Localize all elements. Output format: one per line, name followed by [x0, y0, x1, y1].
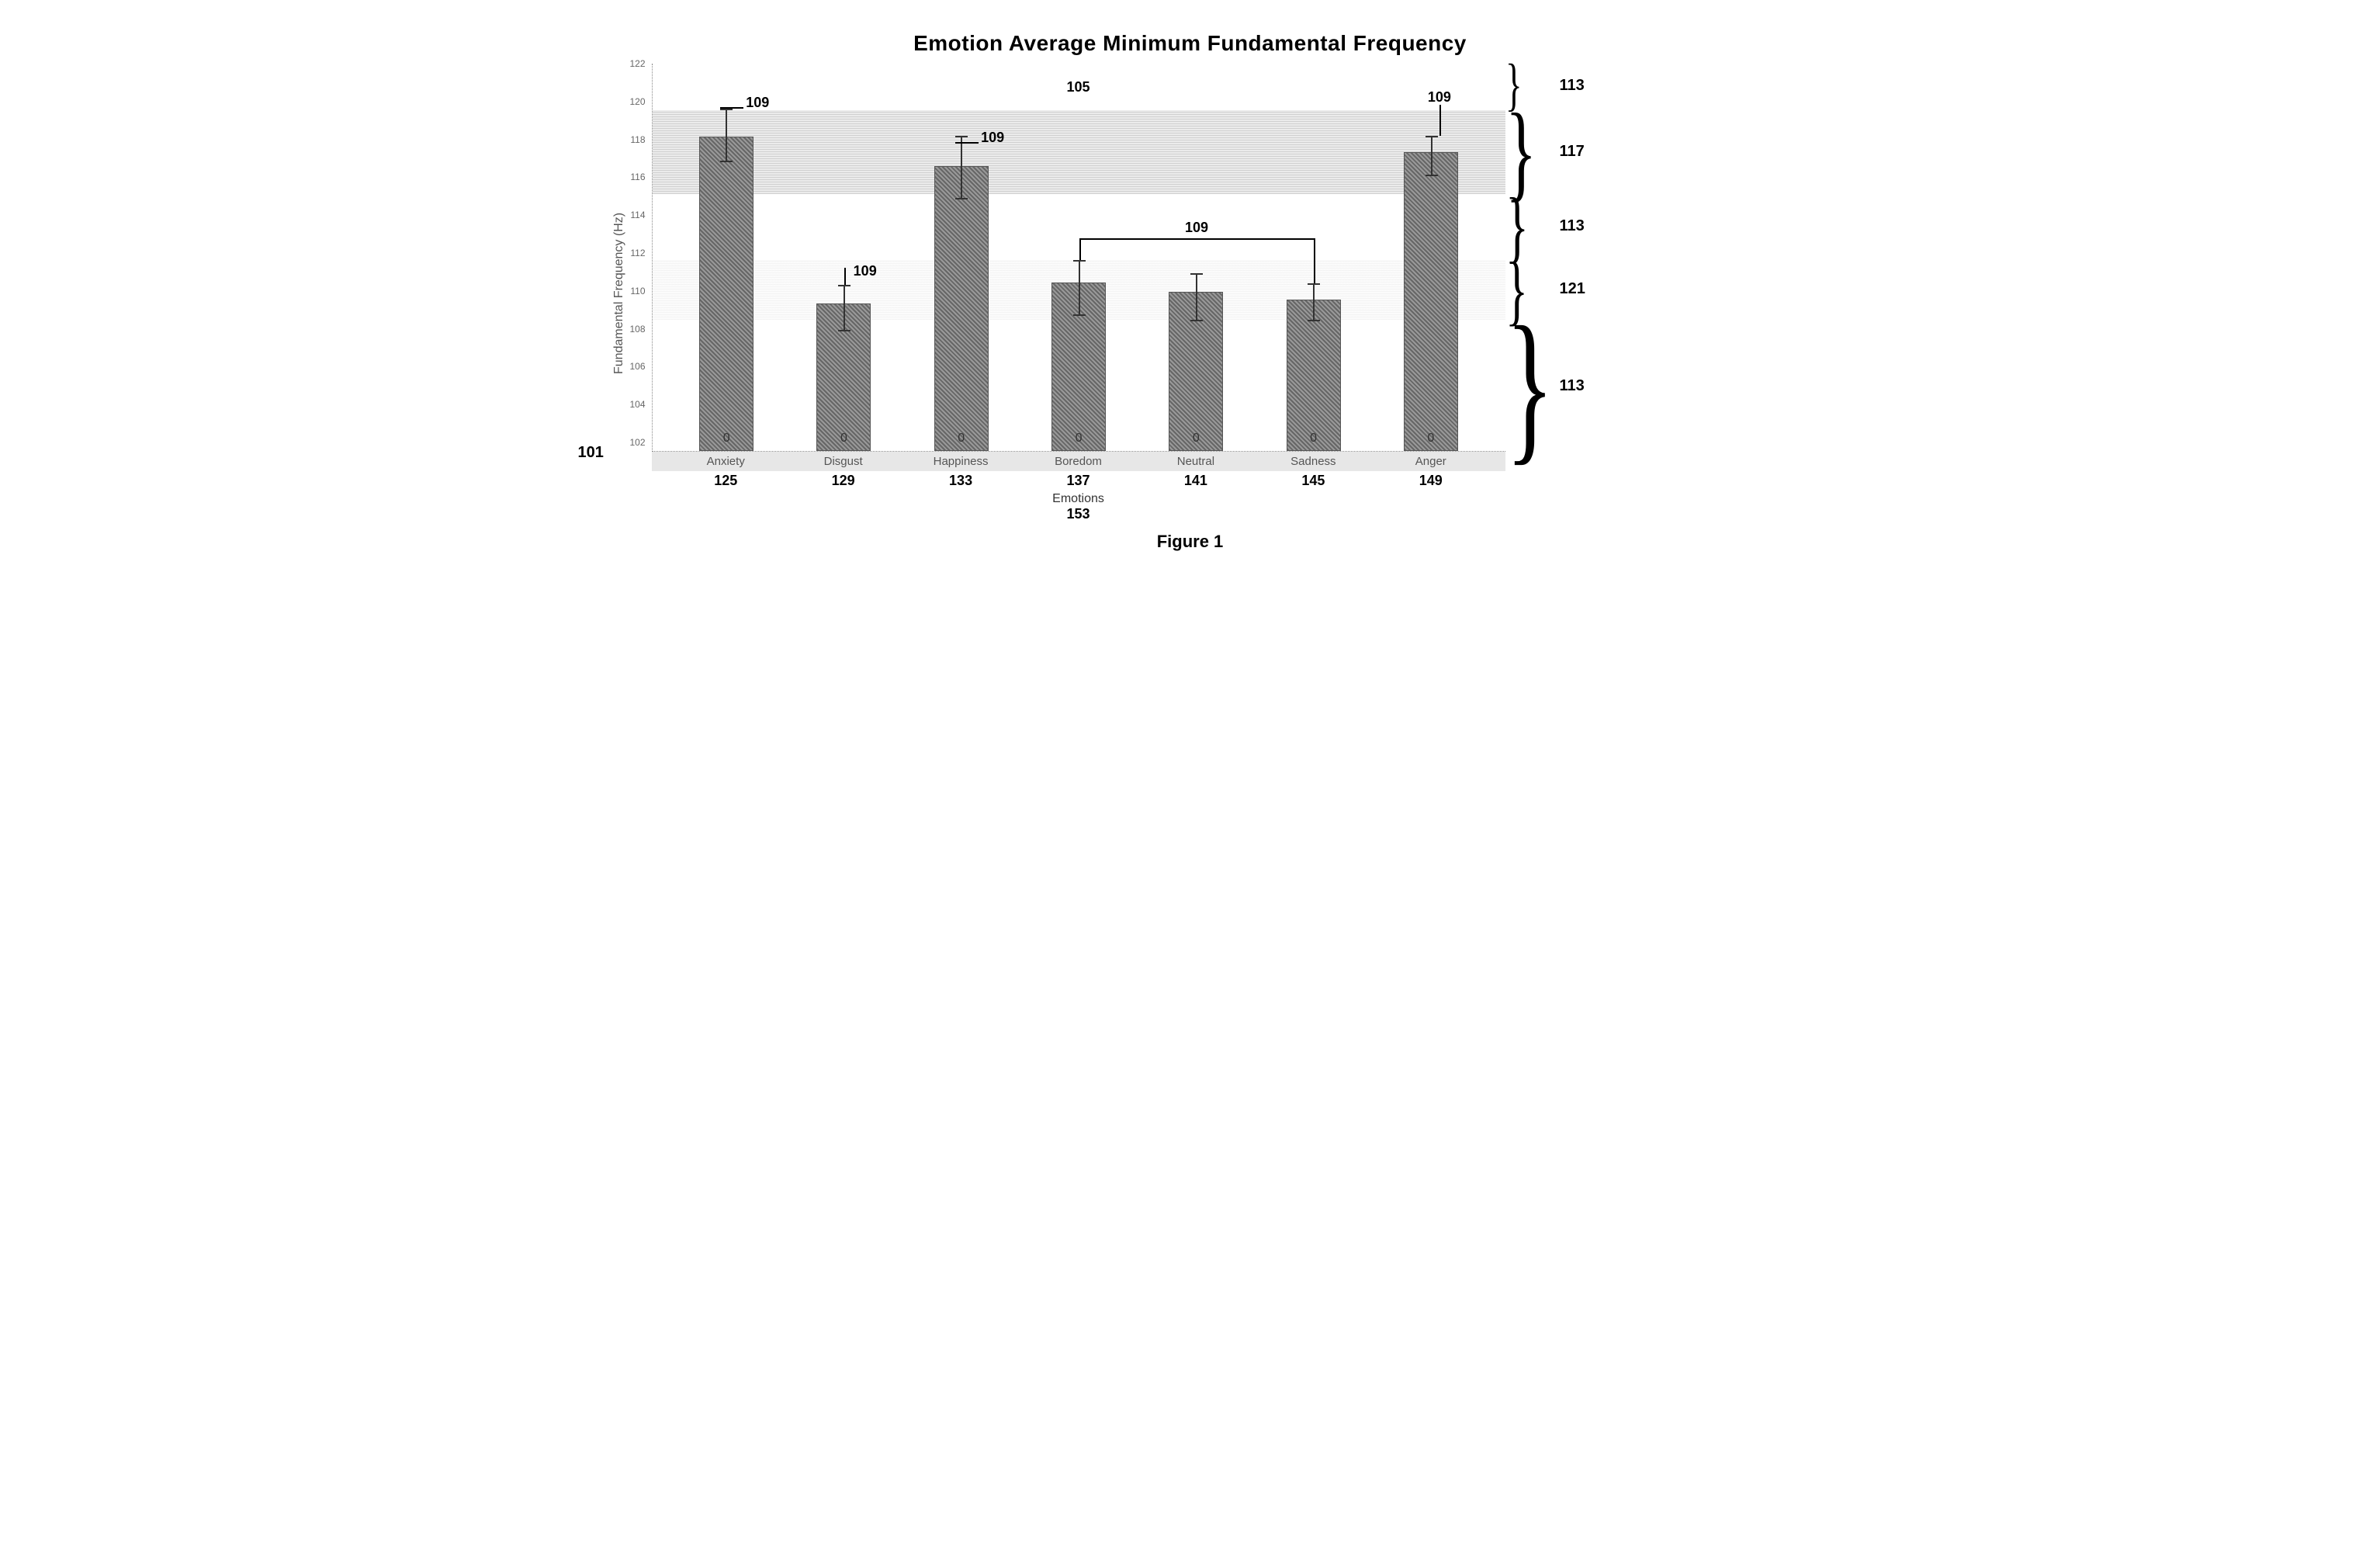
x-label: Disgust	[812, 455, 875, 468]
bar-base-label: 0	[958, 432, 965, 446]
y-tick: 120	[630, 97, 646, 106]
error-bar	[844, 285, 845, 330]
error-cap	[838, 285, 850, 286]
error-cap	[1073, 314, 1086, 316]
category-ref-num: 137	[1048, 473, 1110, 489]
error-cap	[1308, 320, 1320, 321]
error-cap	[1190, 273, 1203, 275]
figure-container: Emotion Average Minimum Fundamental Freq…	[608, 31, 1772, 552]
x-label: Neutral	[1165, 455, 1227, 468]
error-bar	[1313, 283, 1315, 321]
category-ref-num: 133	[930, 473, 992, 489]
callout-109: 109	[981, 130, 1004, 146]
x-axis-labels-band: Anxiety Disgust Happiness Boredom Neutral Sad…	[652, 452, 1505, 471]
y-axis-ticks: 122120118116114112110108106104102	[630, 64, 652, 452]
bar-sadness: 0	[1287, 300, 1341, 451]
callout-109: 109	[854, 263, 877, 279]
y-axis-label: Fundamental Frequency (Hz)	[608, 99, 630, 487]
plot-area: 0 0 0 0 0 0 0 109 109 109 109 109	[652, 64, 1505, 452]
bar-base-label: 0	[1310, 432, 1317, 446]
category-ref-num: 149	[1400, 473, 1462, 489]
bar-slot: 0	[1400, 152, 1462, 451]
y-tick: 102	[630, 438, 646, 447]
category-ref-num: 141	[1165, 473, 1227, 489]
bar-slot: 0	[930, 166, 993, 452]
category-ref-num: 129	[812, 473, 875, 489]
callout-leader	[844, 268, 846, 285]
bar-base-label: 0	[840, 432, 847, 446]
callout-105: 105	[1067, 79, 1090, 95]
bar-base-label: 0	[1076, 432, 1083, 446]
y-tick: 118	[630, 135, 646, 144]
x-axis-label: Emotions	[652, 492, 1505, 506]
error-cap	[720, 161, 733, 162]
category-ref-numbers: 125 129 133 137 141 145 149	[652, 471, 1505, 491]
category-ref-num: 145	[1282, 473, 1344, 489]
x-label: Happiness	[930, 455, 992, 468]
error-bar	[1079, 260, 1080, 314]
y-tick: 108	[630, 324, 646, 334]
callout-leader	[1439, 105, 1441, 136]
bar-base-label: 0	[723, 432, 730, 446]
brace-label: 121	[1560, 280, 1585, 298]
callout-leader	[720, 107, 743, 109]
callout-101: 101	[578, 444, 604, 462]
y-tick: 106	[630, 362, 646, 371]
right-brace-column: }113}117}113}121}113	[1505, 64, 1630, 452]
bar-base-label: 0	[1427, 432, 1434, 446]
x-axis-ref-num: 153	[652, 506, 1505, 522]
right-brace: }	[1505, 302, 1554, 471]
x-label: Sadness	[1282, 455, 1344, 468]
callout-bracket-h	[1079, 238, 1315, 240]
callout-bracket-v	[1314, 238, 1315, 283]
y-tick: 114	[630, 210, 646, 220]
callout-leader	[955, 142, 979, 144]
bar-anger: 0	[1404, 152, 1458, 451]
callout-109: 109	[746, 95, 769, 111]
y-tick: 112	[630, 248, 646, 258]
bar-happiness: 0	[934, 166, 989, 452]
bar-anxiety: 0	[699, 137, 753, 451]
figure-caption: Figure 1	[608, 532, 1772, 552]
error-cap	[838, 330, 850, 331]
error-bar	[726, 109, 727, 161]
callout-bracket-v	[1079, 238, 1081, 260]
chart-area: Fundamental Frequency (Hz) 1221201181161…	[608, 64, 1772, 522]
error-cap	[1190, 320, 1203, 321]
y-tick: 110	[630, 286, 646, 296]
error-cap	[1426, 175, 1438, 176]
y-tick: 116	[630, 172, 646, 182]
callout-109: 109	[1428, 89, 1451, 106]
bar-slot: 0	[695, 137, 757, 451]
error-cap	[720, 109, 733, 110]
chart-title: Emotion Average Minimum Fundamental Freq…	[608, 31, 1772, 56]
error-bar	[1196, 273, 1197, 320]
x-label: Anger	[1400, 455, 1462, 468]
y-tick: 104	[630, 400, 646, 409]
error-cap	[955, 136, 968, 137]
error-bar	[961, 136, 962, 198]
y-tick: 122	[630, 59, 646, 68]
error-cap	[955, 198, 968, 199]
error-cap	[1308, 283, 1320, 285]
brace-label: 113	[1560, 377, 1585, 395]
callout-109: 109	[1185, 220, 1208, 236]
error-cap	[1426, 136, 1438, 137]
category-ref-num: 125	[695, 473, 757, 489]
brace-label: 117	[1560, 143, 1585, 161]
brace-label: 113	[1560, 217, 1585, 235]
bar-slot: 0	[1283, 300, 1345, 451]
error-cap	[1073, 260, 1086, 262]
brace-label: 113	[1560, 77, 1585, 95]
bar-base-label: 0	[1193, 432, 1200, 446]
x-label: Boredom	[1048, 455, 1110, 468]
error-bar	[1431, 136, 1433, 175]
x-label: Anxiety	[695, 455, 757, 468]
